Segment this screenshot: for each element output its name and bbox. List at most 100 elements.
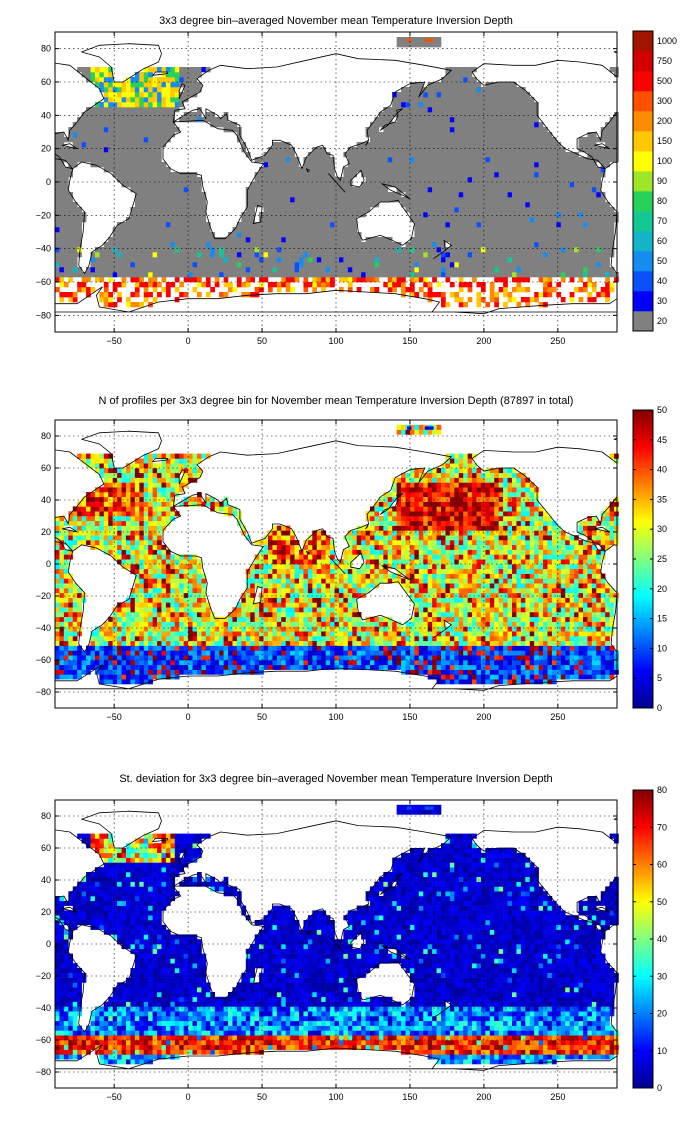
heatmap-cell [250, 187, 255, 193]
heatmap-cell [489, 177, 495, 183]
heatmap-cell [489, 669, 495, 675]
heatmap-cell [125, 77, 131, 83]
heatmap-cell [556, 242, 562, 248]
heatmap-cell [543, 152, 548, 158]
heatmap-cell [454, 117, 460, 123]
heatmap-cell [290, 252, 295, 258]
heatmap-cell [316, 202, 322, 208]
heatmap-cell [139, 640, 145, 646]
heatmap-cell [86, 117, 91, 123]
heatmap-cell [299, 272, 304, 278]
heatmap-cell [103, 67, 109, 73]
heatmap-cell [498, 117, 504, 123]
heatmap-cell [183, 182, 189, 188]
heatmap-cell [445, 640, 451, 646]
heatmap-cell [303, 252, 309, 258]
heatmap-cell [214, 252, 220, 258]
heatmap-cell [472, 197, 477, 203]
heatmap-cell [77, 232, 82, 238]
heatmap-cell [436, 242, 442, 248]
heatmap-cell [418, 112, 424, 118]
heatmap-cell [463, 664, 468, 670]
heatmap-cell [245, 232, 251, 238]
heatmap-cell [103, 157, 109, 163]
heatmap-cell [489, 147, 495, 153]
heatmap-cell [436, 674, 442, 680]
heatmap-cell [485, 182, 491, 188]
heatmap-cell [165, 292, 171, 298]
heatmap-cell [436, 645, 442, 651]
heatmap-cell [188, 207, 193, 213]
heatmap-cell [427, 247, 433, 253]
heatmap-cell [458, 679, 464, 685]
heatmap-cell [445, 127, 451, 133]
heatmap-cell [356, 262, 362, 268]
heatmap-cell [511, 112, 517, 118]
heatmap-cell [445, 267, 451, 273]
heatmap-cell [68, 162, 74, 168]
heatmap-cell [503, 102, 508, 108]
heatmap-cell [55, 252, 60, 258]
heatmap-cell [99, 102, 105, 108]
heatmap-cell [139, 679, 145, 685]
colorbar-label: 70 [657, 216, 667, 226]
heatmap-cell [77, 137, 82, 143]
heatmap-cell [276, 172, 282, 178]
heatmap-cell [290, 272, 295, 278]
heatmap-cell [449, 177, 455, 183]
heatmap-cell [614, 655, 619, 661]
heatmap-cell [188, 272, 193, 278]
heatmap-cell [525, 669, 531, 675]
heatmap-cell [103, 142, 109, 148]
heatmap-cell [516, 287, 522, 293]
heatmap-cell [205, 242, 211, 248]
heatmap-cell [574, 242, 579, 248]
heatmap-cell [254, 172, 260, 178]
heatmap-cell [480, 127, 486, 133]
heatmap-cell [365, 252, 371, 258]
heatmap-cell [432, 227, 437, 233]
heatmap-cell [560, 257, 566, 263]
heatmap-cell [534, 232, 539, 238]
heatmap-cell [467, 252, 473, 258]
heatmap-cell [547, 272, 553, 278]
heatmap-cell [454, 674, 460, 680]
grid [55, 32, 617, 332]
coastline [162, 119, 264, 240]
heatmap-cell [125, 132, 131, 138]
heatmap-cell [321, 282, 326, 288]
heatmap-cell [161, 127, 167, 133]
heatmap-cell [605, 247, 610, 253]
heatmap-cell [90, 650, 96, 656]
heatmap-cell [267, 202, 273, 208]
heatmap-cell [405, 192, 411, 198]
heatmap-cell [86, 132, 91, 138]
heatmap-cell [596, 217, 602, 223]
heatmap-cell [103, 162, 109, 168]
heatmap-cell [272, 262, 278, 268]
heatmap-cell [409, 197, 415, 203]
heatmap-cell [183, 207, 189, 213]
heatmap-cell [148, 67, 153, 73]
heatmap-cell [454, 257, 460, 263]
heatmap-cell [103, 77, 109, 83]
heatmap-cell [520, 152, 526, 158]
heatmap-cell [361, 172, 366, 178]
heatmap-cell [361, 157, 366, 163]
heatmap-cell [361, 152, 366, 158]
heatmap-cell [338, 182, 344, 188]
heatmap-cell [299, 640, 304, 646]
heatmap-cell [489, 102, 495, 108]
heatmap-cell [290, 217, 295, 223]
heatmap-cell [321, 222, 326, 228]
heatmap-cell [551, 147, 557, 153]
heatmap-cell [534, 272, 539, 278]
heatmap-cell [112, 87, 118, 93]
heatmap-cell [316, 267, 322, 273]
heatmap-cell [458, 267, 464, 273]
heatmap-cell [476, 292, 482, 298]
heatmap-cell [516, 277, 522, 283]
heatmap-cell [445, 645, 451, 651]
heatmap-cell [112, 650, 118, 656]
heatmap-cell [489, 117, 495, 123]
